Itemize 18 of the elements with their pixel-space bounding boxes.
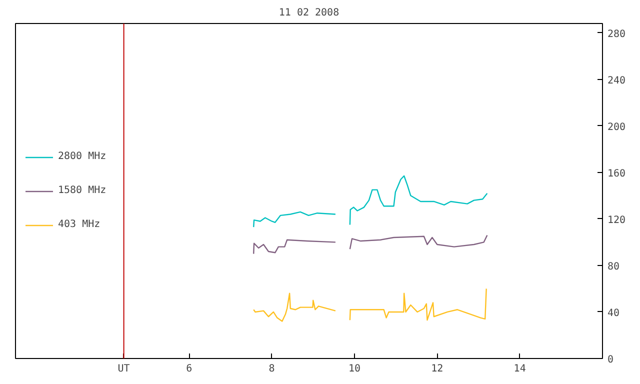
legend-label: 2800 MHz [58, 151, 106, 162]
y-tick-label: 200 [608, 122, 626, 133]
x-tick-label: 10 [348, 364, 360, 374]
x-tick-label: 8 [268, 364, 275, 374]
legend-label: 403 MHz [58, 219, 100, 230]
x-tick-label: 6 [186, 364, 192, 374]
y-tick-label: 280 [608, 28, 626, 40]
y-tick-label: 240 [608, 75, 626, 86]
x-tick-label: 12 [431, 364, 444, 374]
chart-title: 11 02 2008 [278, 8, 340, 18]
y-tick-label: 120 [608, 214, 626, 226]
x-tick-label: 14 [514, 364, 526, 374]
legend-label: 1580 MHz [58, 185, 106, 196]
y-tick-label: 40 [608, 308, 620, 319]
y-tick-label: 80 [608, 261, 620, 272]
x-tick-label: UT [118, 364, 130, 374]
y-tick-label: 0 [608, 354, 614, 366]
y-tick-label: 160 [608, 168, 626, 180]
